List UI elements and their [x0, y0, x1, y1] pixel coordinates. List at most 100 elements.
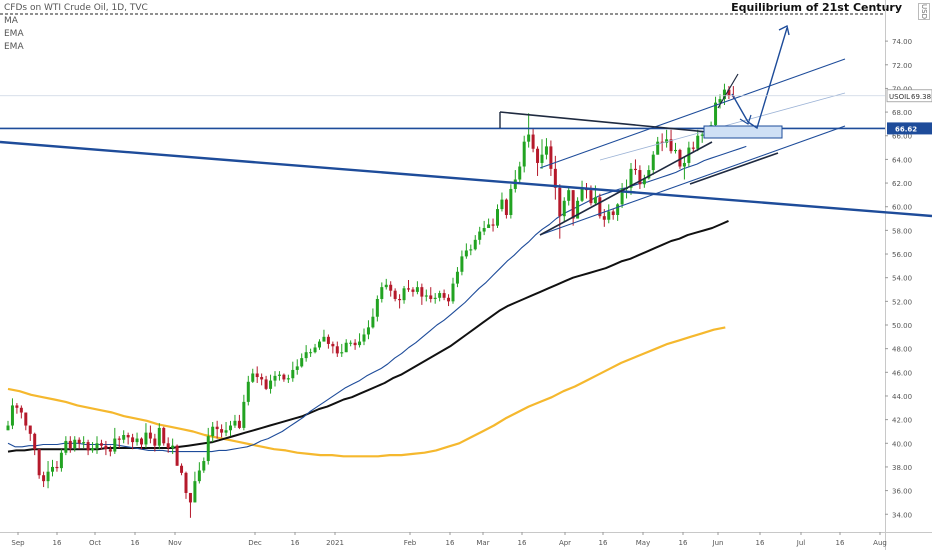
candle-up	[206, 427, 210, 465]
candle-up	[509, 184, 513, 219]
candle-body	[571, 190, 575, 219]
ema200-line	[7, 326, 726, 458]
x-tick-label: 16	[291, 539, 300, 547]
candle-body	[540, 154, 544, 163]
candle-body	[411, 289, 415, 292]
support-trendline	[689, 152, 779, 185]
candle-body	[73, 439, 77, 449]
x-tick-label: 16	[836, 539, 845, 547]
y-tick-label: 36.00	[892, 488, 912, 496]
candle-up	[487, 218, 491, 229]
candle-down	[24, 412, 28, 431]
candle-body	[491, 224, 495, 226]
candle-down	[335, 341, 339, 357]
candle-up	[51, 459, 54, 477]
candle-up	[113, 427, 117, 454]
candle-body	[282, 374, 286, 380]
candle-body	[224, 430, 228, 433]
candle-body	[429, 295, 433, 299]
candle-down	[536, 146, 540, 176]
candle-down	[28, 425, 32, 441]
candle-body	[220, 429, 224, 433]
candle-up	[95, 436, 99, 454]
x-tick-label: Sep	[11, 539, 25, 547]
candle-up	[607, 204, 611, 224]
candle-up	[233, 414, 237, 428]
candle-body	[255, 373, 259, 378]
candle-up	[202, 457, 206, 473]
candle-body	[340, 352, 344, 354]
candle-body	[674, 149, 677, 152]
candle-body	[197, 470, 201, 482]
candle-body	[6, 425, 10, 431]
candle-body	[362, 334, 366, 342]
candle-up	[64, 436, 68, 456]
candle-down	[220, 424, 224, 438]
candle-body	[46, 471, 50, 482]
y-tick-label: 52.00	[892, 298, 912, 306]
candle-body	[184, 472, 188, 493]
pullback-arrow-icon	[739, 114, 752, 125]
candle-body	[215, 426, 219, 430]
x-tick-label: Aug	[873, 539, 887, 547]
candle-body	[318, 341, 321, 348]
x-tick-label: 16	[518, 539, 527, 547]
candle-down	[389, 281, 393, 297]
candle-up	[620, 183, 624, 208]
candle-body	[487, 224, 491, 229]
candle-up	[6, 420, 10, 431]
candle-body	[420, 287, 424, 297]
candle-body	[691, 147, 695, 149]
currency-badge[interactable]: USD	[918, 3, 930, 20]
candle-body	[37, 449, 41, 476]
candle-body	[682, 162, 686, 167]
candle-up	[496, 204, 499, 229]
candle-up	[469, 244, 473, 256]
level-tag	[887, 122, 932, 135]
candle-body	[380, 287, 384, 299]
candle-body	[344, 342, 348, 353]
candle-body	[424, 295, 428, 297]
candle-up	[358, 333, 362, 348]
candle-body	[135, 438, 139, 443]
candle-body	[678, 149, 682, 167]
candle-body	[576, 200, 580, 219]
candle-up	[229, 420, 232, 437]
candle-down	[660, 133, 664, 152]
candle-down	[140, 437, 143, 450]
candle-body	[371, 316, 375, 328]
candle-down	[282, 373, 286, 382]
candle-down	[68, 436, 72, 453]
x-tick-label: Feb	[404, 539, 417, 547]
candle-down	[669, 129, 673, 154]
candle-body	[77, 439, 81, 444]
candle-up	[157, 423, 161, 450]
candle-up	[674, 142, 677, 154]
candle-down	[215, 420, 219, 439]
candle-up	[300, 353, 304, 368]
candle-body	[607, 211, 611, 220]
price-tag-value: 69.38	[911, 93, 931, 101]
long-trendline	[0, 140, 932, 218]
candle-body	[19, 407, 23, 413]
candle-body	[513, 179, 517, 189]
candle-up	[433, 293, 437, 304]
candle-up	[642, 174, 646, 188]
candle-up	[718, 94, 722, 109]
candle-down	[264, 375, 268, 391]
candle-body	[291, 369, 295, 379]
y-tick-label: 62.00	[892, 180, 912, 188]
candle-down	[55, 461, 59, 472]
candle-body	[353, 342, 357, 346]
candle-body	[522, 141, 526, 167]
candle-up	[513, 170, 517, 193]
candle-body	[206, 436, 210, 462]
indicator-ema-1[interactable]: EMA	[4, 29, 24, 39]
candle-down	[237, 414, 241, 430]
candle-down	[162, 426, 166, 446]
candle-down	[558, 184, 562, 239]
indicator-ma[interactable]: MA	[4, 16, 18, 26]
indicator-ema-2[interactable]: EMA	[4, 42, 24, 52]
x-tick-label: 16	[599, 539, 608, 547]
